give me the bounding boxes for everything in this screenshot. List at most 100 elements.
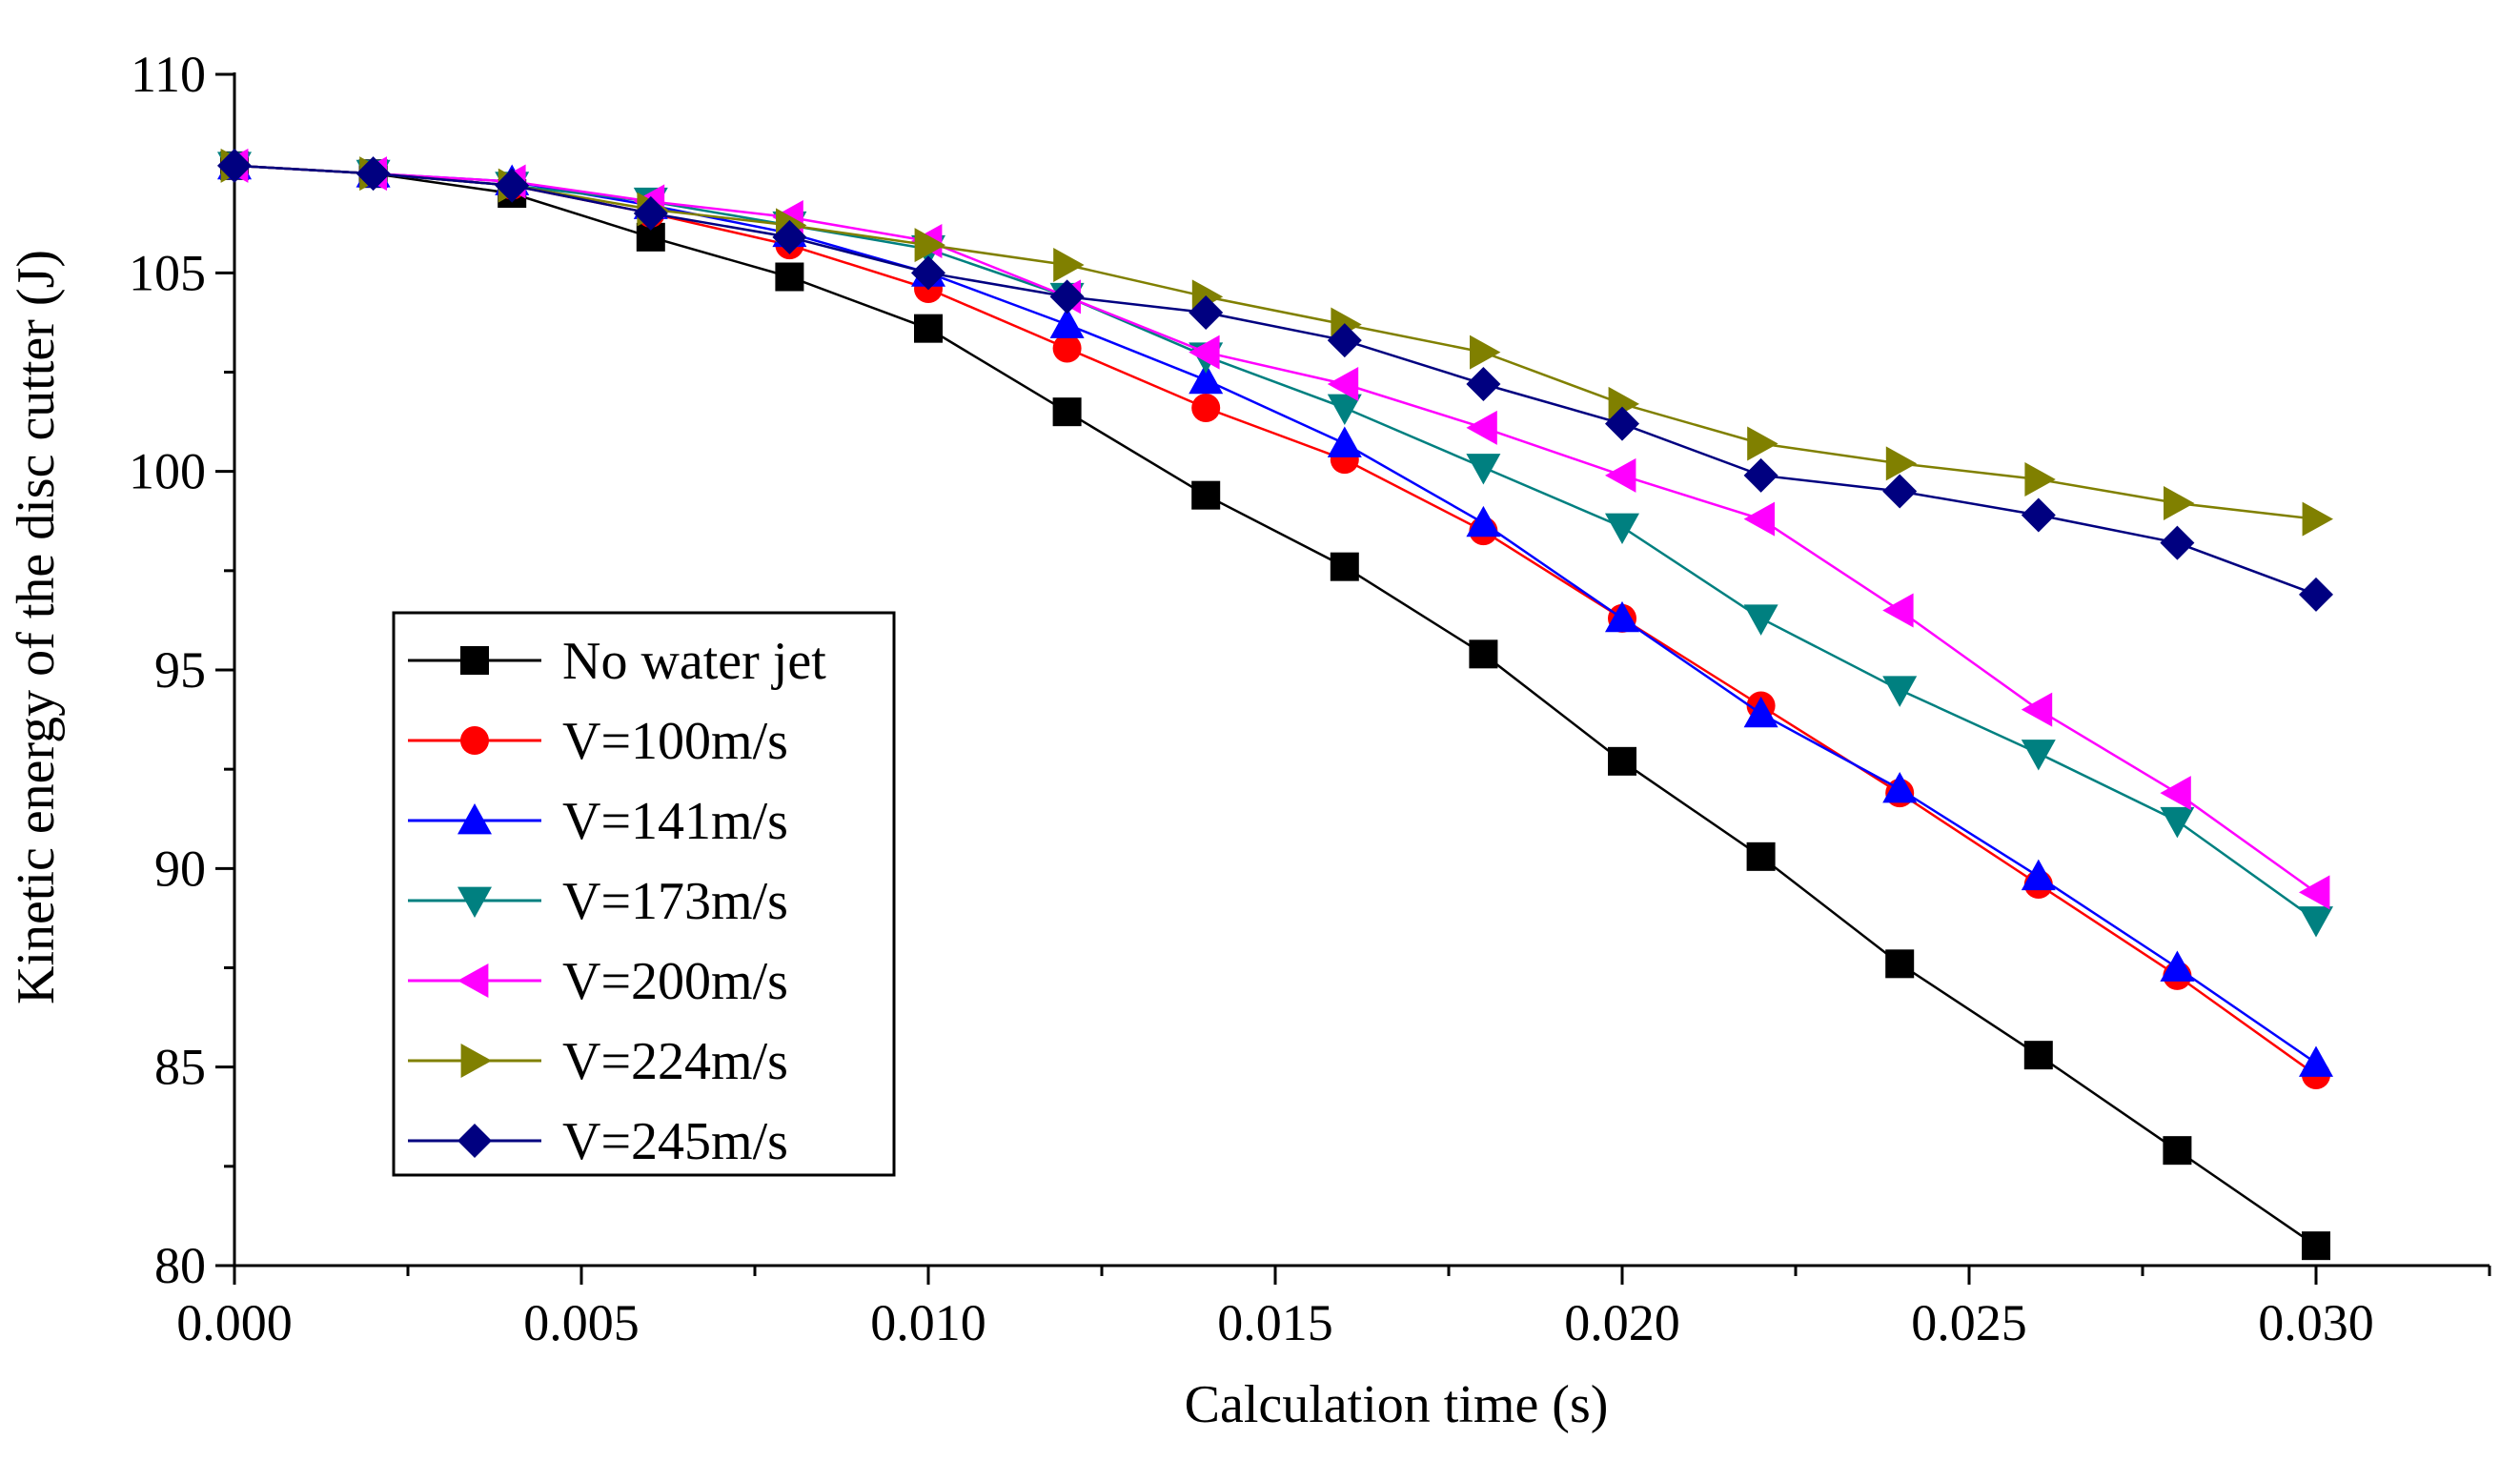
legend-label: V=173m/s	[562, 872, 788, 931]
data-point	[1605, 600, 1639, 633]
data-point	[1608, 746, 1636, 776]
legend-label: No water jet	[562, 632, 826, 691]
data-point	[1191, 394, 1221, 422]
data-point	[1743, 696, 1778, 728]
x-tick-label: 0.010	[870, 1294, 986, 1351]
series-layer	[217, 148, 2333, 1261]
data-point	[1885, 949, 1915, 979]
legend-marker	[460, 726, 489, 755]
y-axis-title: Kinetic energy of the disc cutter (J)	[7, 250, 66, 1004]
data-point	[1605, 513, 1639, 544]
y-tick-label: 100	[129, 443, 206, 500]
data-point	[1052, 397, 1082, 427]
legend-label: V=141m/s	[562, 792, 788, 851]
legend-marker	[460, 646, 489, 675]
legend-label: V=224m/s	[562, 1032, 788, 1091]
data-point	[1743, 604, 1778, 636]
data-point	[2299, 1045, 2333, 1077]
x-axis-title: Calculation time (s)	[1185, 1375, 1609, 1434]
data-point	[772, 219, 807, 254]
data-point	[1747, 426, 1778, 461]
data-point	[2302, 1231, 2330, 1261]
series-line	[234, 164, 2317, 1247]
data-point	[2163, 1136, 2192, 1166]
legend-label: V=200m/s	[562, 952, 788, 1011]
legend: No water jet V=100m/s V=141m/s V=173m/s V=20…	[392, 611, 896, 1177]
x-tick-label: 0.005	[523, 1294, 640, 1351]
y-tick-label: 85	[154, 1039, 206, 1096]
data-point	[1466, 367, 1501, 401]
x-tick-label: 0.015	[1217, 1294, 1333, 1351]
legend-marker	[460, 1044, 492, 1078]
x-tick-label: 0.030	[2258, 1294, 2374, 1351]
data-point	[914, 228, 945, 263]
data-point	[2160, 776, 2191, 811]
legend-label: V=100m/s	[562, 712, 788, 771]
data-point	[1049, 279, 1085, 314]
data-point	[1885, 446, 1918, 481]
y-tick-label: 105	[129, 244, 206, 301]
data-point	[1052, 334, 1082, 363]
data-point	[495, 168, 530, 203]
series-6	[217, 148, 2333, 612]
data-point	[775, 262, 804, 292]
series-line	[234, 164, 2317, 597]
data-point	[1191, 480, 1221, 510]
series-line	[234, 164, 2317, 894]
y-tick-label: 80	[154, 1237, 206, 1294]
data-point	[1605, 406, 1639, 441]
data-point	[1746, 842, 1776, 871]
data-point	[2021, 859, 2056, 891]
y-tick-label: 90	[154, 840, 206, 897]
y-tick-label: 95	[154, 641, 206, 699]
series-line	[234, 164, 2317, 520]
data-point	[1189, 362, 1224, 395]
data-point	[1189, 335, 1220, 370]
data-point	[1605, 457, 1636, 493]
data-point	[2302, 501, 2333, 537]
data-point	[2021, 740, 2056, 771]
data-point	[1470, 335, 1501, 370]
data-point	[2021, 692, 2053, 727]
data-point	[1189, 295, 1224, 330]
data-point	[914, 314, 943, 343]
legend-label: V=245m/s	[562, 1112, 788, 1171]
x-tick-label: 0.020	[1564, 1294, 1680, 1351]
legend-marker	[457, 803, 492, 835]
data-point	[1882, 593, 1914, 628]
y-tick-label: 110	[131, 46, 206, 103]
data-point	[217, 148, 252, 183]
data-point	[1330, 552, 1359, 581]
data-point	[2160, 806, 2195, 839]
data-point	[1049, 307, 1085, 338]
data-point	[1466, 454, 1501, 485]
data-point	[633, 195, 668, 231]
data-point	[2164, 486, 2195, 520]
data-point	[1743, 457, 1778, 493]
legend-marker	[457, 886, 492, 918]
data-point	[2021, 497, 2056, 533]
data-point	[1882, 772, 1918, 803]
data-point	[1608, 386, 1639, 421]
data-point	[1882, 474, 1918, 509]
data-point	[2299, 577, 2333, 612]
legend-marker	[457, 1124, 492, 1158]
data-point	[1743, 501, 1775, 537]
series-line	[234, 164, 2317, 922]
data-point	[1327, 426, 1362, 457]
x-tick-label: 0.025	[1911, 1294, 2027, 1351]
data-point	[2299, 875, 2330, 910]
data-point	[2160, 525, 2195, 560]
data-point	[1466, 410, 1497, 445]
data-point	[1327, 394, 1362, 425]
series-5	[220, 148, 2333, 537]
data-point	[1053, 248, 1085, 282]
data-point	[356, 156, 391, 192]
data-point	[2023, 1041, 2053, 1070]
data-point	[1327, 367, 1359, 401]
data-point	[1327, 323, 1362, 358]
x-tick-label: 0.000	[176, 1294, 293, 1351]
data-point	[2024, 462, 2056, 497]
